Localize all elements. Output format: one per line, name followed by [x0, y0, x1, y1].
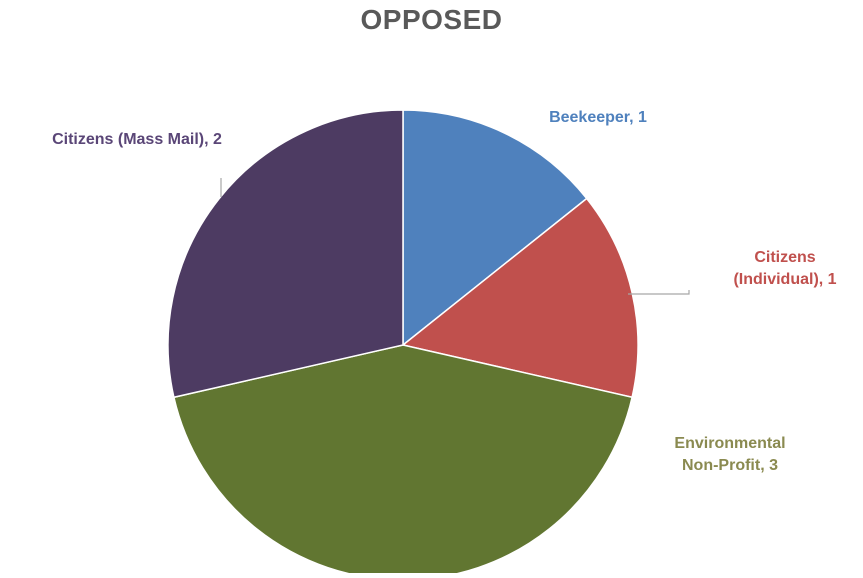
data-label-2: Citizens (Individual), 1 [733, 249, 836, 288]
pie-slice-1 [402, 109, 588, 347]
data-label-3: Environmental Non-Profit, 3 [674, 435, 785, 474]
data-label-3-line-2: Non-Profit, 3 [682, 457, 778, 474]
leader-line-2 [628, 290, 690, 295]
pie-slice-4 [167, 109, 404, 399]
data-label-1: Beekeeper, 1 [549, 109, 647, 126]
data-label-4-line-1: Citizens (Mass Mail), 2 [52, 131, 222, 148]
pie-slice-3 [172, 344, 634, 578]
data-label-2-line-2: (Individual), 1 [733, 271, 836, 288]
data-label-2-line-1: Citizens [754, 249, 815, 266]
data-label-4: Citizens (Mass Mail), 2 [52, 131, 222, 148]
pie-slice-2 [401, 197, 639, 399]
data-label-1-line-1: Beekeeper, 1 [549, 109, 647, 126]
chart-title: OPPOSED [360, 4, 503, 35]
data-label-3-line-1: Environmental [674, 435, 785, 452]
